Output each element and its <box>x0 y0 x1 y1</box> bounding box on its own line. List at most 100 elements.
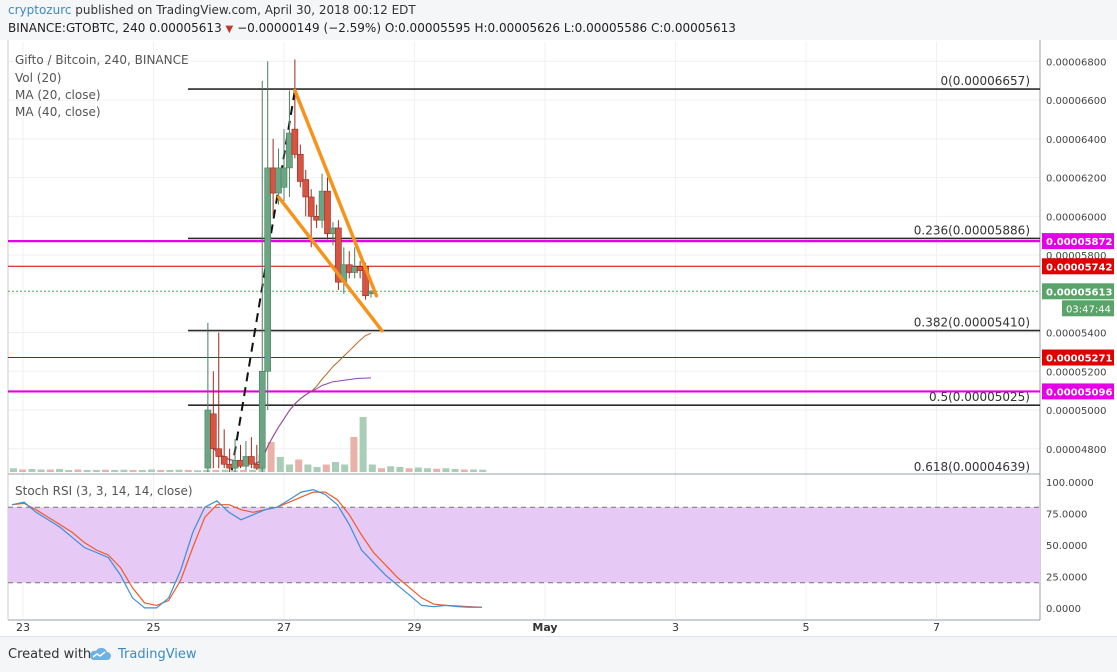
stoch-tick-label: 75.0000 <box>1046 510 1087 521</box>
countdown-label: 03:47:44 <box>1066 304 1111 315</box>
volume-bar <box>83 470 91 472</box>
stoch-tick-label: 25.0000 <box>1046 572 1087 583</box>
price-tick-label: 0.00005200 <box>1046 367 1106 378</box>
magenta-price-tag <box>1042 383 1114 400</box>
time-tick-label: 7 <box>933 621 940 634</box>
volume-bar <box>19 469 27 472</box>
volume-bar <box>203 470 211 472</box>
publish-info: cryptozurc published on TradingView.com,… <box>8 3 416 17</box>
candle-body <box>307 196 315 217</box>
volume-bar <box>286 464 293 472</box>
red-price-label: 0.00005742 <box>1046 262 1112 273</box>
magenta-price-label: 0.00005096 <box>1046 387 1112 398</box>
candle-body <box>231 460 239 469</box>
wedge-lower-line <box>276 195 384 333</box>
time-tick-label: 27 <box>277 621 291 634</box>
volume-bar <box>267 442 275 472</box>
candle-body <box>318 190 326 221</box>
fib-level-label: 0(0.00006657) <box>940 74 1030 88</box>
volume-bar <box>442 468 450 472</box>
chart-header: cryptozurc published on TradingView.com,… <box>0 0 1117 40</box>
volume-bar <box>322 464 330 472</box>
price-tick-label: 0.00006400 <box>1046 135 1106 146</box>
candle-body <box>286 132 293 169</box>
ohlc-low: L:0.00005586 <box>563 21 648 35</box>
candle-body <box>210 413 217 450</box>
candle-body <box>242 456 250 467</box>
candle-body <box>367 291 375 295</box>
stoch-k-line <box>11 488 482 609</box>
candle-body <box>335 227 342 283</box>
candle-body <box>356 266 364 271</box>
last-price-tag <box>1042 283 1114 300</box>
volume-bar <box>350 437 358 472</box>
volume-bar <box>405 468 413 472</box>
fib-level-label: 0.236(0.00005886) <box>914 223 1030 237</box>
candle-body <box>215 448 223 457</box>
stoch-tick-label: 50.0000 <box>1046 541 1087 552</box>
volume-bar <box>138 470 146 472</box>
volume-bar <box>249 469 257 472</box>
volume-bar <box>313 467 321 472</box>
symbol-price: BINANCE:GTOBTC, 240 0.00005613 <box>8 21 222 35</box>
last-price-label: 0.00005613 <box>1046 287 1112 298</box>
red-price-label: 0.00005271 <box>1046 354 1112 365</box>
down-triangle-icon: ▼ <box>225 24 234 35</box>
wedge-upper-line <box>293 88 379 298</box>
volume-bar <box>92 470 100 472</box>
time-tick-label: 25 <box>147 621 161 634</box>
candle-body <box>324 190 331 235</box>
volume-bar <box>46 469 54 472</box>
volume-bar <box>424 468 431 472</box>
time-tick-label: 3 <box>672 621 679 634</box>
tradingview-brand-link[interactable]: TradingView <box>118 647 197 662</box>
volume-bar <box>304 464 312 472</box>
magenta-price-label: 0.00005872 <box>1046 237 1112 248</box>
volume-bar <box>157 470 165 472</box>
candle-body <box>220 456 228 465</box>
magenta-price-tag <box>1042 233 1114 250</box>
legend-ma20: MA (20, close) <box>15 88 101 102</box>
candle-body <box>291 128 299 155</box>
ohlc-close: C:0.00005613 <box>650 21 736 35</box>
volume-bar <box>212 470 220 472</box>
price-change: −0.00000149 (−2.59%) <box>237 21 381 35</box>
published-text: published on TradingView.com, April 30, … <box>71 3 416 17</box>
candle-body <box>313 216 320 221</box>
candle-body <box>275 167 282 194</box>
candle-body <box>345 264 353 273</box>
volume-bar <box>341 464 349 472</box>
author-link[interactable]: cryptozurc <box>8 3 72 17</box>
price-tick-label: 0.00006600 <box>1046 96 1106 107</box>
stoch-band-fill <box>8 507 1040 583</box>
volume-bar <box>120 469 128 472</box>
time-tick-label: 23 <box>16 621 30 634</box>
volume-bar <box>10 468 17 472</box>
price-tick-label: 0.00005400 <box>1046 329 1106 340</box>
created-with-text: Created with <box>8 647 92 662</box>
volume-bar <box>470 469 477 472</box>
stoch-tick-label: 100.0000 <box>1046 478 1094 489</box>
price-tick-label: 0.00005000 <box>1046 406 1106 417</box>
fib-level-label: 0.382(0.00005410) <box>914 316 1030 330</box>
candle-body <box>269 167 277 194</box>
candle-body <box>280 167 288 188</box>
volume-bar <box>460 469 468 472</box>
footer: Created with TradingView <box>0 636 1117 672</box>
legend-stoch-rsi: Stoch RSI (3, 3, 14, 14, close) <box>15 484 193 498</box>
volume-bar <box>129 470 137 472</box>
volume-bar <box>479 469 487 472</box>
time-tick-label: 5 <box>803 621 810 634</box>
fib-level-label: 0.5(0.00005025) <box>929 390 1030 404</box>
price-tick-label: 0.00004800 <box>1046 445 1106 456</box>
volume-bar <box>433 468 441 472</box>
price-chart-svg[interactable]: 0.00006800 0.00006600 0.00006400 0.00006200… <box>0 40 1117 636</box>
candle-body <box>226 463 233 469</box>
volume-bar <box>28 469 36 472</box>
volume-bar <box>184 470 192 472</box>
chart-area[interactable]: 0.00006800 0.00006600 0.00006400 0.00006200… <box>0 40 1117 636</box>
candle-body <box>204 409 212 469</box>
time-tick-label: 29 <box>408 621 422 634</box>
volume-bar <box>74 469 82 472</box>
volume-bar <box>276 457 284 472</box>
